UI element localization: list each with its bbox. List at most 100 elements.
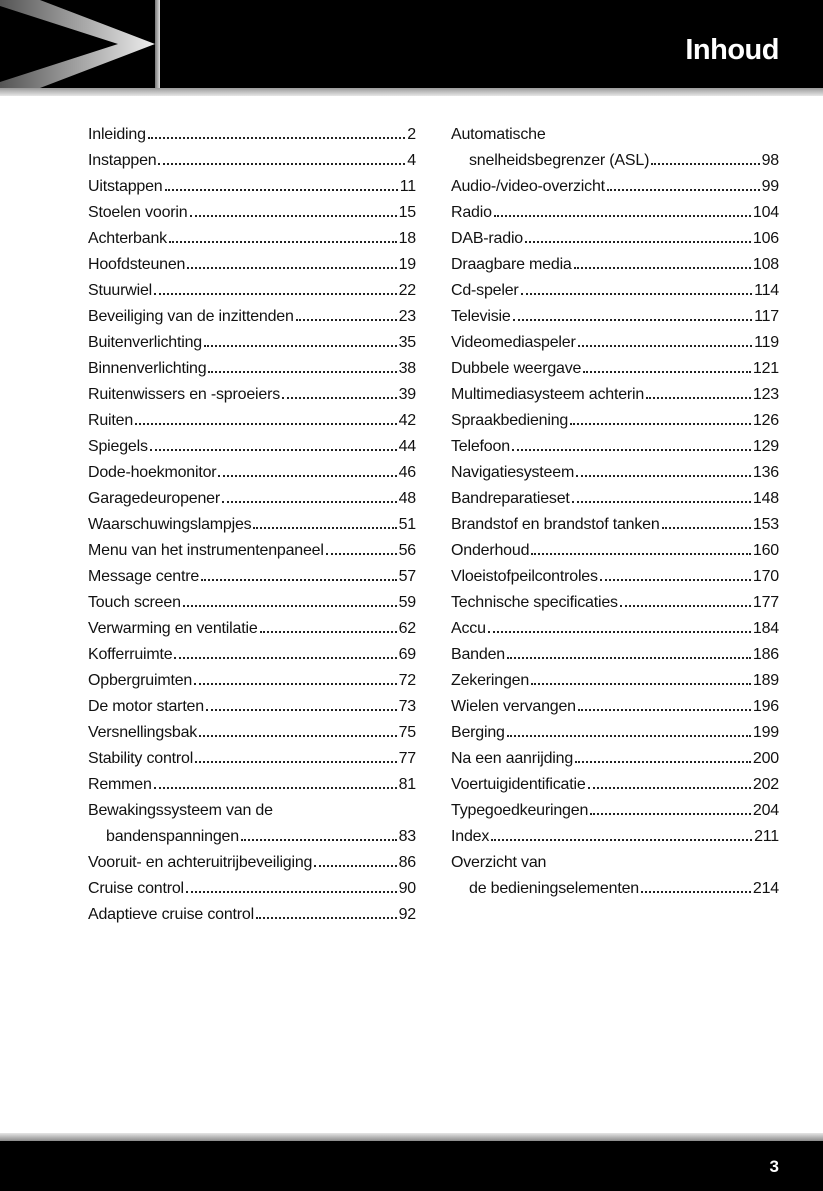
toc-entry: Overzicht van bbox=[451, 846, 779, 872]
entry-title: Message centre bbox=[88, 568, 200, 585]
toc-entry: Banden 186 bbox=[451, 638, 779, 664]
entry-title: Overzicht van bbox=[451, 854, 547, 871]
entry-page: 75 bbox=[398, 724, 417, 741]
entry-page: 48 bbox=[398, 490, 417, 507]
entry-page: 86 bbox=[398, 854, 417, 871]
dot-leader bbox=[573, 267, 751, 269]
toc-entry: Instappen 4 bbox=[88, 144, 416, 170]
toc-entry: Ruiten 42 bbox=[88, 404, 416, 430]
entry-page: 83 bbox=[398, 828, 417, 845]
toc-entry: Vooruit- en achteruitrijbeveiliging 86 bbox=[88, 846, 416, 872]
toc-entry: Voertuigidentificatie 202 bbox=[451, 768, 779, 794]
toc-entry: Navigatiesysteem 136 bbox=[451, 456, 779, 482]
entry-title: bandenspanningen bbox=[106, 828, 239, 845]
toc-entry: de bedieningselementen 214 bbox=[451, 872, 779, 898]
entry-title: Automatische bbox=[451, 126, 546, 143]
entry-title: Ruiten bbox=[88, 412, 134, 429]
dot-leader bbox=[201, 579, 397, 581]
dot-leader bbox=[194, 683, 397, 685]
dot-leader bbox=[314, 865, 397, 867]
entry-title: Berging bbox=[451, 724, 505, 741]
dot-leader bbox=[619, 605, 751, 607]
dot-leader bbox=[661, 527, 751, 529]
toc-entry: snelheidsbegrenzer (ASL) 98 bbox=[451, 144, 779, 170]
entry-title: Videomediaspeler bbox=[451, 334, 576, 351]
toc-entry: Stability control 77 bbox=[88, 742, 416, 768]
entry-title: Kofferruimte bbox=[88, 646, 173, 663]
dot-leader bbox=[506, 735, 751, 737]
toc-entry: Remmen 81 bbox=[88, 768, 416, 794]
header-stripe bbox=[0, 88, 823, 96]
dot-leader bbox=[222, 501, 397, 503]
toc-entry: Menu van het instrumentenpaneel 56 bbox=[88, 534, 416, 560]
entry-page: 129 bbox=[752, 438, 779, 455]
toc-entry: Vloeistofpeilcontroles 170 bbox=[451, 560, 779, 586]
entry-page: 38 bbox=[398, 360, 417, 377]
dot-leader bbox=[487, 631, 751, 633]
dot-leader bbox=[154, 293, 397, 295]
toc-entry: Binnenverlichting 38 bbox=[88, 352, 416, 378]
toc-entry: Brandstof en brandstof tanken 153 bbox=[451, 508, 779, 534]
page-title: Inhoud bbox=[685, 34, 779, 66]
toc-entry: Spiegels 44 bbox=[88, 430, 416, 456]
dot-leader bbox=[531, 553, 751, 555]
entry-page: 18 bbox=[398, 230, 417, 247]
dot-leader bbox=[185, 891, 397, 893]
dot-leader bbox=[576, 475, 751, 477]
entry-page: 108 bbox=[752, 256, 779, 273]
entry-title: snelheidsbegrenzer (ASL) bbox=[469, 152, 650, 169]
toc-entry: Stuurwiel 22 bbox=[88, 274, 416, 300]
toc-entry: Wielen vervangen 196 bbox=[451, 690, 779, 716]
dot-leader bbox=[599, 579, 751, 581]
entry-title: Instappen bbox=[88, 152, 157, 169]
entry-page: 59 bbox=[398, 594, 417, 611]
entry-page: 119 bbox=[754, 334, 779, 351]
entry-page: 77 bbox=[398, 750, 417, 767]
dot-leader bbox=[651, 163, 760, 165]
page-number: 3 bbox=[769, 1157, 779, 1176]
dot-leader bbox=[587, 787, 751, 789]
entry-title: Banden bbox=[451, 646, 505, 663]
dot-leader bbox=[575, 761, 751, 763]
entry-page: 170 bbox=[752, 568, 779, 585]
toc-entry: Berging 199 bbox=[451, 716, 779, 742]
entry-title: Telefoon bbox=[451, 438, 510, 455]
entry-page: 196 bbox=[752, 698, 779, 715]
entry-page: 4 bbox=[407, 152, 416, 169]
dot-leader bbox=[282, 397, 397, 399]
dot-leader bbox=[295, 319, 397, 321]
toc-entry: Videomediaspeler 119 bbox=[451, 326, 779, 352]
entry-title: Ruitenwissers en -sproeiers bbox=[88, 386, 281, 403]
entry-page: 211 bbox=[754, 828, 779, 845]
entry-page: 62 bbox=[398, 620, 417, 637]
entry-page: 81 bbox=[398, 776, 417, 793]
dot-leader bbox=[646, 397, 751, 399]
dot-leader bbox=[506, 657, 751, 659]
toc-entry: Onderhoud 160 bbox=[451, 534, 779, 560]
toc-entry: Na een aanrijding 200 bbox=[451, 742, 779, 768]
toc-entry: Typegoedkeuringen 204 bbox=[451, 794, 779, 820]
entry-title: Brandstof en brandstof tanken bbox=[451, 516, 660, 533]
entry-title: Accu bbox=[451, 620, 486, 637]
dot-leader bbox=[520, 293, 753, 295]
entry-title: Verwarming en ventilatie bbox=[88, 620, 258, 637]
entry-title: Dubbele weergave bbox=[451, 360, 582, 377]
entry-title: Cruise control bbox=[88, 880, 184, 897]
entry-title: Na een aanrijding bbox=[451, 750, 574, 767]
entry-title: Touch screen bbox=[88, 594, 181, 611]
toc-entry: Uitstappen 11 bbox=[88, 170, 416, 196]
entry-title: Vooruit- en achteruitrijbeveiliging bbox=[88, 854, 313, 871]
toc-entry: Cruise control 90 bbox=[88, 872, 416, 898]
entry-title: Adaptieve cruise control bbox=[88, 906, 254, 923]
toc-entry: Verwarming en ventilatie 62 bbox=[88, 612, 416, 638]
toc-entry: Bandreparatieset 148 bbox=[451, 482, 779, 508]
entry-title: Stuurwiel bbox=[88, 282, 153, 299]
entry-page: 98 bbox=[761, 152, 780, 169]
entry-title: Index bbox=[451, 828, 490, 845]
entry-page: 73 bbox=[398, 698, 417, 715]
dot-leader bbox=[147, 137, 406, 139]
dot-leader bbox=[259, 631, 397, 633]
toc-entry: Adaptieve cruise control 92 bbox=[88, 898, 416, 924]
dot-leader bbox=[164, 189, 398, 191]
entry-title: Multimediasysteem achterin bbox=[451, 386, 645, 403]
